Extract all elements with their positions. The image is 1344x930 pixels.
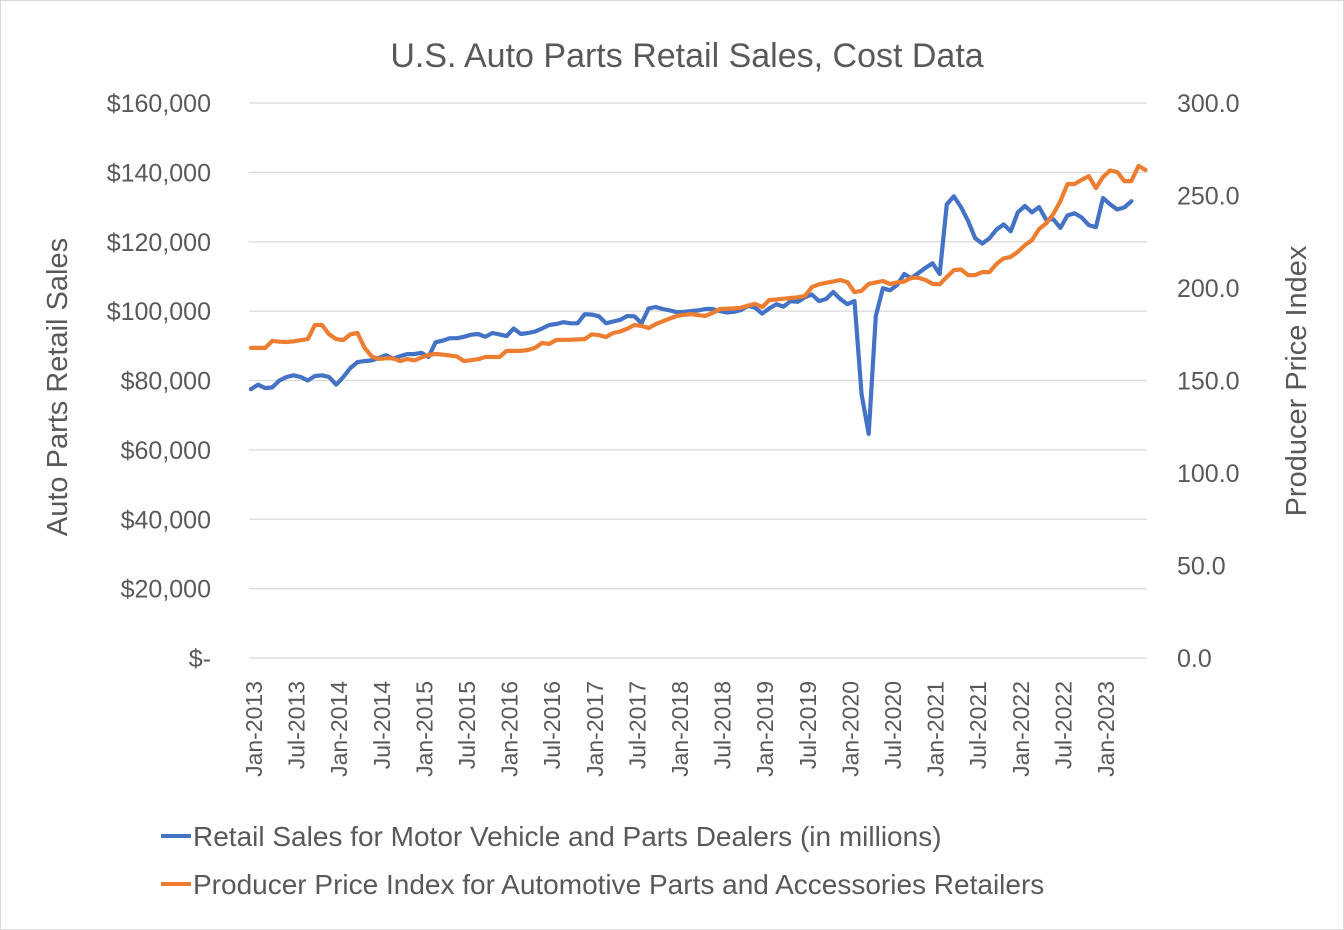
- x-tick-label: Jul-2013: [284, 681, 310, 769]
- y-axis-right: 0.0 50.0 100.0 150.0 200.0 250.0 300.0: [1177, 90, 1240, 673]
- y-tick-label: $40,000: [121, 506, 211, 534]
- legend-label-ppi: Producer Price Index for Automotive Part…: [193, 869, 1044, 900]
- x-tick-label: Jan-2023: [1093, 681, 1119, 777]
- x-tick-label: Jan-2017: [582, 681, 608, 777]
- y2-tick-label: 100.0: [1177, 460, 1240, 488]
- x-tick-label: Jan-2018: [667, 681, 693, 777]
- legend-label-retail-sales: Retail Sales for Motor Vehicle and Parts…: [193, 821, 942, 852]
- chart-title: U.S. Auto Parts Retail Sales, Cost Data: [390, 37, 983, 75]
- x-tick-label: Jul-2018: [710, 681, 736, 769]
- x-tick-label: Jul-2015: [454, 681, 480, 769]
- gridlines: [249, 102, 1147, 659]
- y-axis-title: Auto Parts Retail Sales: [42, 238, 74, 536]
- x-tick-label: Jul-2021: [965, 681, 991, 769]
- y2-tick-label: 250.0: [1177, 183, 1240, 211]
- y-tick-label: $20,000: [121, 576, 211, 604]
- x-tick-label: Jul-2017: [624, 681, 650, 769]
- y2-tick-label: 300.0: [1177, 90, 1240, 118]
- x-tick-label: Jan-2016: [497, 681, 523, 777]
- x-tick-label: Jan-2015: [411, 681, 437, 777]
- y-tick-label: $120,000: [107, 229, 211, 257]
- y2-axis-title: Producer Price Index: [1281, 245, 1313, 516]
- y-tick-label: $160,000: [107, 90, 211, 118]
- x-tick-label: Jul-2019: [795, 681, 821, 769]
- x-tick-label: Jan-2019: [752, 681, 778, 777]
- x-tick-label: Jan-2013: [241, 681, 267, 777]
- y2-tick-label: 0.0: [1177, 645, 1212, 673]
- y-axis-left: $- $20,000 $40,000 $60,000 $80,000 $100,000 $1…: [107, 90, 211, 673]
- x-tick-label: Jan-2020: [837, 681, 863, 777]
- x-tick-label: Jan-2021: [923, 681, 949, 777]
- x-tick-label: Jul-2022: [1050, 681, 1076, 769]
- y-tick-label: $60,000: [121, 437, 211, 465]
- x-tick-label: Jan-2014: [326, 681, 352, 777]
- y-tick-label: $140,000: [107, 159, 211, 187]
- y2-tick-label: 50.0: [1177, 553, 1226, 581]
- y-tick-label: $100,000: [107, 298, 211, 326]
- y-tick-label: $-: [189, 645, 211, 673]
- legend: Retail Sales for Motor Vehicle and Parts…: [161, 821, 1044, 900]
- x-tick-label: Jul-2020: [880, 681, 906, 769]
- series-lines: [248, 163, 1148, 436]
- y-tick-label: $80,000: [121, 368, 211, 396]
- y2-tick-label: 150.0: [1177, 368, 1240, 396]
- x-tick-label: Jul-2014: [369, 681, 395, 769]
- x-axis: Jan-2013 Jul-2013 Jan-2014 Jul-2014 Jan-2015…: [241, 681, 1119, 777]
- retail-sales-line: [248, 194, 1134, 436]
- y2-tick-label: 200.0: [1177, 275, 1240, 303]
- x-tick-label: Jan-2022: [1008, 681, 1034, 777]
- ppi-line: [248, 163, 1148, 364]
- x-tick-label: Jul-2016: [539, 681, 565, 769]
